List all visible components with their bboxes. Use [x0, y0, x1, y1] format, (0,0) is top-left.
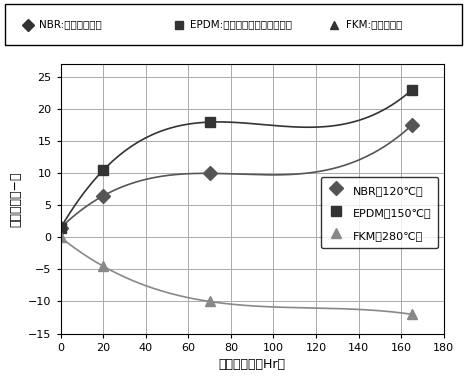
NBR（120℃） [58, 226, 64, 230]
EPDM（150℃） [58, 226, 64, 230]
FKM（280℃） [58, 235, 64, 240]
Text: NBR:ニトリルゴム: NBR:ニトリルゴム [39, 20, 102, 30]
X-axis label: 熱老化時間（Hr）: 熱老化時間（Hr） [219, 358, 286, 371]
Y-axis label: 硬さ変化（−）: 硬さ変化（−） [10, 171, 23, 227]
Text: EPDM:エチレンプロピレンゴム: EPDM:エチレンプロピレンゴム [190, 20, 292, 30]
NBR（120℃） [409, 123, 415, 128]
Legend: NBR（120℃）, EPDM（150℃）, FKM（280℃）: NBR（120℃）, EPDM（150℃）, FKM（280℃） [320, 177, 438, 248]
NBR（120℃） [207, 171, 212, 175]
Text: FKM:フッ素ゴム: FKM:フッ素ゴム [346, 20, 402, 30]
Line: EPDM（150℃）: EPDM（150℃） [56, 85, 417, 233]
Line: NBR（120℃）: NBR（120℃） [56, 121, 417, 233]
EPDM（150℃） [409, 88, 415, 92]
EPDM（150℃） [207, 120, 212, 124]
Line: FKM（280℃）: FKM（280℃） [56, 233, 417, 319]
NBR（120℃） [100, 194, 106, 198]
FKM（280℃） [100, 264, 106, 268]
FKM（280℃） [207, 299, 212, 304]
EPDM（150℃） [100, 168, 106, 172]
FKM（280℃） [409, 312, 415, 316]
